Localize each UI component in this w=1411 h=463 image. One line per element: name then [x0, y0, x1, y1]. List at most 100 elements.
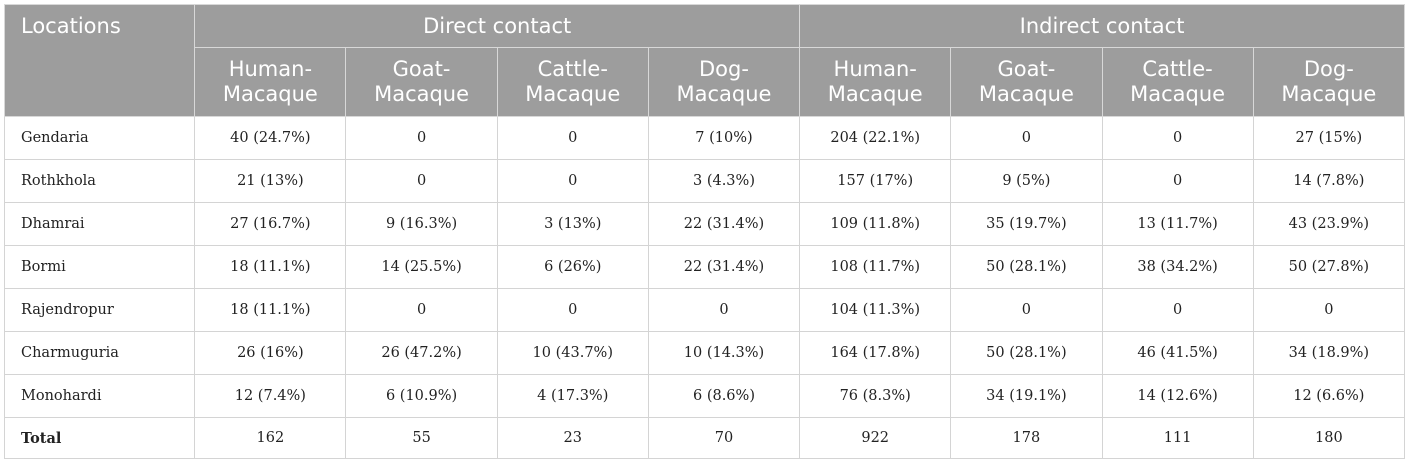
header-row-groups: Locations Direct contact Indirect contac… [3, 4, 1405, 117]
table-row: Charmuguria 26 (16%) 26 (47.2%) 10 (43.7… [3, 331, 1406, 375]
table-cell: 0 [1101, 116, 1254, 160]
total-cell: 70 [647, 417, 801, 459]
table-cell: 0 [345, 288, 498, 332]
table-cell: 164 (17.8%) [799, 331, 952, 375]
header-line: Dog- [1303, 57, 1354, 81]
table-cell: 6 (26%) [496, 245, 649, 289]
table-cell: 14 (7.8%) [1252, 159, 1406, 203]
table-cell: 27 (16.7%) [194, 202, 347, 246]
table-cell: 50 (28.1%) [950, 331, 1103, 375]
table-row: Dhamrai 27 (16.7%) 9 (16.3%) 3 (13%) 22 … [3, 202, 1406, 246]
header-line: Human- [833, 57, 917, 81]
table-cell: 0 [1101, 159, 1254, 203]
table-cell: 50 (28.1%) [950, 245, 1103, 289]
header-line: Macaque [374, 82, 470, 106]
total-row: Total 162 55 23 70 922 178 111 180 [3, 417, 1406, 459]
header-direct-cattle-macaque: Cattle- Macaque [496, 47, 649, 117]
header-line: Goat- [997, 57, 1056, 81]
contact-table: Locations Direct contact Indirect contac… [3, 4, 1406, 459]
table-cell: 22 (31.4%) [647, 202, 801, 246]
table-cell: 104 (11.3%) [799, 288, 952, 332]
table-cell: 13 (11.7%) [1101, 202, 1254, 246]
total-cell: 55 [345, 417, 498, 459]
row-location: Gendaria [3, 116, 196, 160]
table-cell: 10 (43.7%) [496, 331, 649, 375]
table-cell: 0 [647, 288, 801, 332]
header-locations: Locations [3, 4, 196, 117]
header-line: Goat- [392, 57, 451, 81]
table-cell: 12 (6.6%) [1252, 374, 1406, 418]
table-cell: 0 [496, 116, 649, 160]
header-indirect-contact: Indirect contact [799, 4, 1405, 48]
header-line: Macaque [978, 82, 1074, 106]
table-cell: 0 [345, 116, 498, 160]
header-direct-human-macaque: Human- Macaque [194, 47, 347, 117]
header-line: Macaque [1130, 82, 1226, 106]
header-direct-dog-macaque: Dog- Macaque [647, 47, 801, 117]
table-header: Locations Direct contact Indirect contac… [3, 4, 1406, 117]
table-cell: 3 (4.3%) [647, 159, 801, 203]
header-line: Macaque [222, 82, 318, 106]
header-line: Cattle- [1142, 57, 1213, 81]
table-cell: 0 [1252, 288, 1406, 332]
row-location: Charmuguria [3, 331, 196, 375]
table-cell: 0 [950, 288, 1103, 332]
header-line: Macaque [1281, 82, 1377, 106]
table-cell: 4 (17.3%) [496, 374, 649, 418]
table-cell: 34 (18.9%) [1252, 331, 1406, 375]
table-cell: 0 [1101, 288, 1254, 332]
table-cell: 27 (15%) [1252, 116, 1406, 160]
table-cell: 12 (7.4%) [194, 374, 347, 418]
table-cell: 157 (17%) [799, 159, 952, 203]
header-line: Macaque [676, 82, 772, 106]
table-cell: 35 (19.7%) [950, 202, 1103, 246]
header-row-subgroups: Human- Macaque Goat- Macaque Cattle- Macaqu… [5, 47, 1406, 117]
total-label: Total [3, 417, 196, 459]
total-cell: 111 [1101, 417, 1254, 459]
table-cell: 0 [496, 288, 649, 332]
table-cell: 0 [496, 159, 649, 203]
header-line: Dog- [699, 57, 749, 81]
header-direct-contact: Direct contact [194, 4, 801, 48]
header-line: Human- [228, 57, 313, 81]
table-cell: 7 (10%) [647, 116, 801, 160]
table-cell: 6 (10.9%) [345, 374, 498, 418]
table-cell: 26 (16%) [194, 331, 347, 375]
row-location: Dhamrai [3, 202, 196, 246]
header-line: Macaque [827, 82, 923, 106]
table-cell: 3 (13%) [496, 202, 649, 246]
table-cell: 9 (5%) [950, 159, 1103, 203]
table-cell: 43 (23.9%) [1252, 202, 1406, 246]
table-cell: 21 (13%) [194, 159, 347, 203]
table-cell: 22 (31.4%) [647, 245, 801, 289]
row-location: Monohardi [3, 374, 196, 418]
table-cell: 26 (47.2%) [345, 331, 498, 375]
table-cell: 40 (24.7%) [194, 116, 347, 160]
header-indirect-human-macaque: Human- Macaque [799, 47, 952, 117]
table-cell: 9 (16.3%) [345, 202, 498, 246]
total-cell: 922 [799, 417, 952, 459]
total-cell: 23 [496, 417, 649, 459]
table-cell: 46 (41.5%) [1101, 331, 1254, 375]
table-row: Rajendropur 18 (11.1%) 0 0 0 104 (11.3%)… [3, 288, 1406, 332]
header-direct-goat-macaque: Goat- Macaque [345, 47, 498, 117]
table-row: Rothkhola 21 (13%) 0 0 3 (4.3%) 157 (17%… [3, 159, 1406, 203]
header-indirect-goat-macaque: Goat- Macaque [950, 47, 1103, 117]
table-cell: 18 (11.1%) [194, 245, 347, 289]
table-cell: 38 (34.2%) [1101, 245, 1254, 289]
table-cell: 14 (12.6%) [1101, 374, 1254, 418]
total-cell: 162 [194, 417, 347, 459]
total-cell: 178 [950, 417, 1103, 459]
table-cell: 76 (8.3%) [799, 374, 952, 418]
table-cell: 204 (22.1%) [799, 116, 952, 160]
table-cell: 6 (8.6%) [647, 374, 801, 418]
table-row: Bormi 18 (11.1%) 14 (25.5%) 6 (26%) 22 (… [3, 245, 1406, 289]
table-cell: 18 (11.1%) [194, 288, 347, 332]
table-cell: 10 (14.3%) [647, 331, 801, 375]
header-indirect-dog-macaque: Dog- Macaque [1252, 47, 1406, 117]
header-indirect-cattle-macaque: Cattle- Macaque [1101, 47, 1254, 117]
header-line: Macaque [525, 82, 621, 106]
table-cell: 14 (25.5%) [345, 245, 498, 289]
header-line: Cattle- [537, 57, 608, 81]
table-cell: 0 [950, 116, 1103, 160]
